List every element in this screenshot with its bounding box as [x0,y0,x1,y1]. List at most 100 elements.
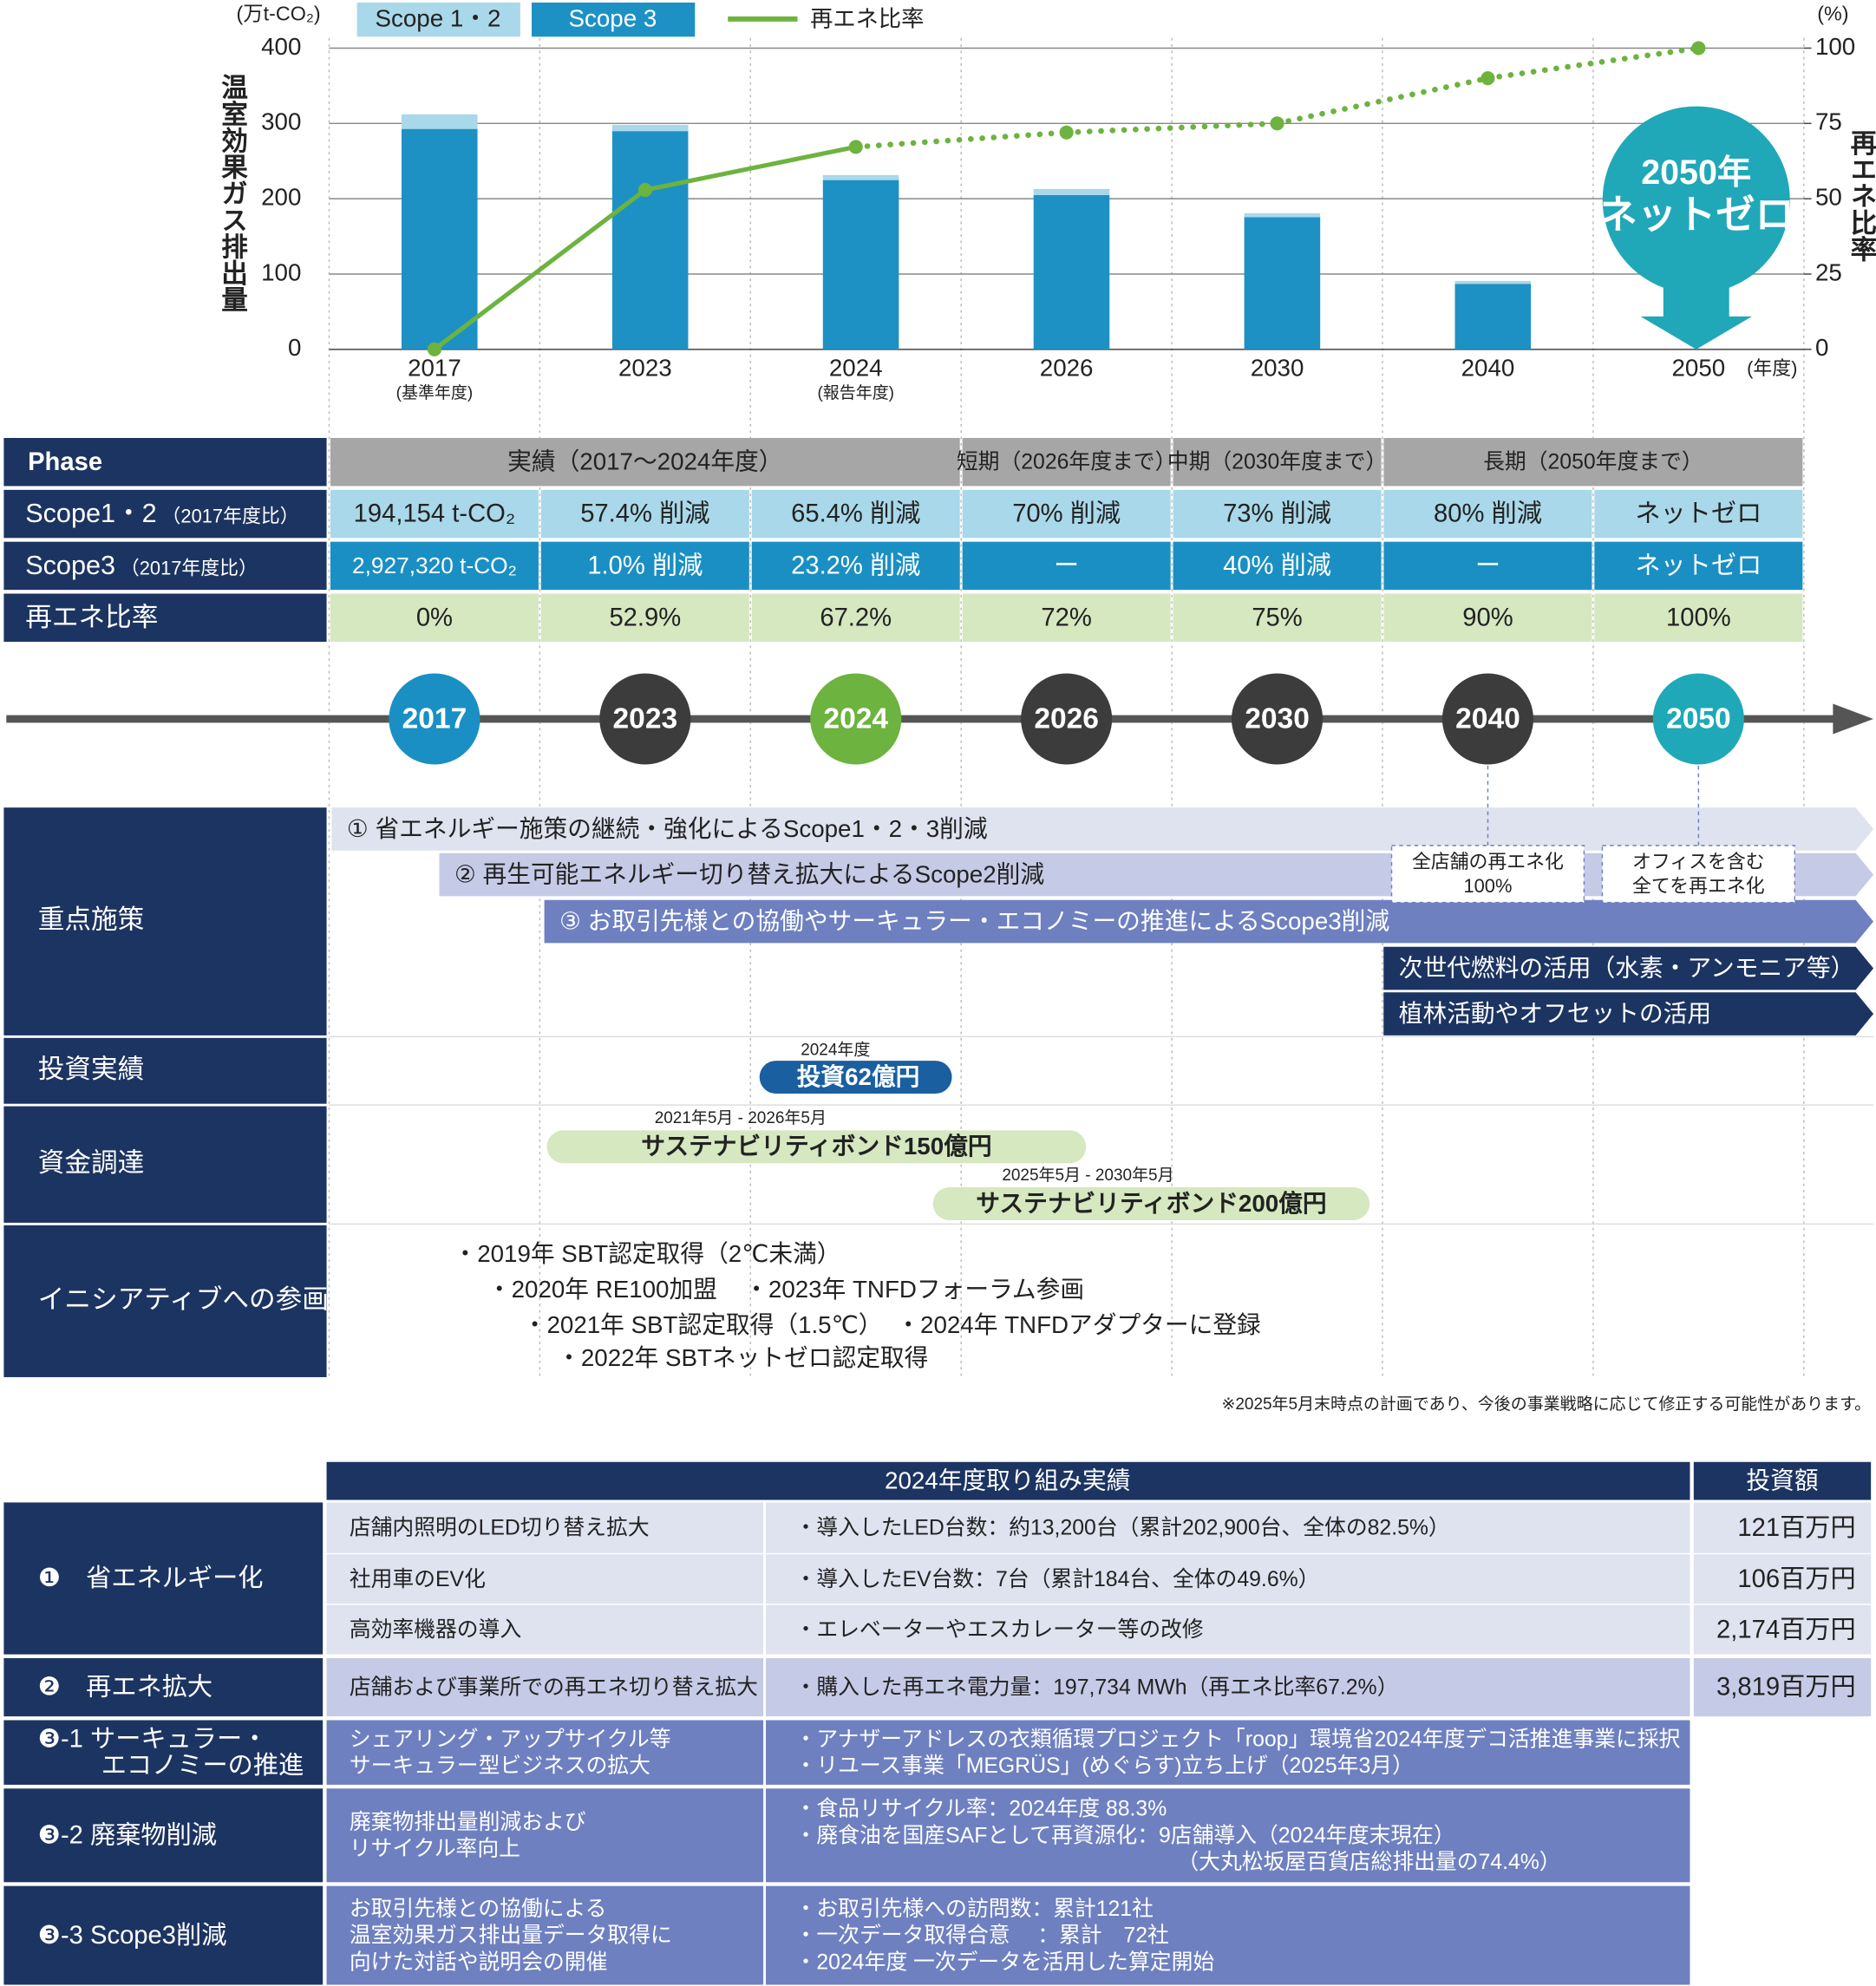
table-cell [1383,541,1592,591]
table-cell [766,1554,1690,1604]
line-point [1059,125,1074,140]
footnote: ※2025年5月末時点の計画であり、今後の事業戦略に応じて修正する可能性がありま… [1221,1395,1871,1414]
callout-text: 100% [1463,875,1512,897]
group-label: ❸-3 Scope3削減 [38,1921,227,1950]
line-segment [1485,45,1702,82]
group-label: ❸-2 廃棄物削減 [38,1820,217,1849]
y-tick-label: 200 [261,183,301,210]
item-text: 高効率機器の導入 [350,1617,521,1642]
line-segment [432,187,648,352]
table-cell [330,593,539,642]
initiative-text: ・2021年 SBT認定取得（1.5℃） [523,1311,883,1338]
measure-text: ② 再生可能エネルギー切り替え拡大によるScope2削減 [454,860,1044,887]
table-cell [326,1720,764,1785]
table-cell [326,1554,764,1604]
y2-tick-label: 0 [1815,334,1828,361]
table-cell-text: 40% 削減 [1223,552,1331,580]
section-label-cell [3,1037,327,1104]
table-cell [751,489,960,539]
callout-box [1601,845,1796,904]
x-tick-note: (基準年度) [396,383,474,402]
table-cell-text: ー [1054,552,1079,580]
row-note: （2017年度比） [121,558,258,579]
table-cell [1594,541,1803,591]
line-segment [853,129,1069,150]
x-tick-label: 2023 [618,355,672,382]
table-cell [962,593,1171,642]
y2-axis-title: 再エネ比率 [1846,129,1876,263]
line-segment [1274,75,1491,127]
item-text: 社用車のEV化 [350,1567,486,1591]
y-tick-label: 0 [288,334,301,361]
legend-swatch [531,2,696,37]
table-cell-text: ネットゼロ [1635,500,1762,528]
badge-arrow [1640,281,1752,350]
measure-text: 植林活動やオフセットの活用 [1399,1000,1711,1027]
detail-text: ・エレベーターやエスカレーター等の改修 [795,1617,1204,1642]
table-cell-text: ネットゼロ [1635,552,1762,580]
line-point [848,140,863,154]
initiative-text: ・2023年 TNFDフォーラム参画 [744,1276,1084,1303]
bar [822,180,899,350]
table-cell [540,593,749,642]
table-cell [766,1604,1690,1655]
phase-cell [1383,438,1803,487]
table-label-cell [3,489,327,539]
callout-text: オフィスを含む [1632,851,1765,872]
table-cell [326,1604,764,1655]
measure-bar [544,899,1874,944]
investment-pill [759,1061,952,1094]
table-cell [766,1788,1690,1883]
x-tick-label: 2050 [1672,355,1726,382]
y2-tick-label: 50 [1815,183,1842,210]
table-cell [766,1657,1690,1717]
item-text: 温室効果ガス排出量データ取得に [350,1924,672,1948]
table-cell [1173,489,1382,539]
amount: 3,819百万円 [1716,1674,1856,1702]
section-label: 投資実績 [38,1055,145,1084]
table-cell [330,489,539,539]
bar [401,128,478,350]
detail-text: ・お取引先様への訪問数：累計121社 [795,1897,1154,1921]
table-cell [326,1657,764,1717]
line-point [1481,71,1495,86]
investment-text: 投資62億円 [797,1063,920,1090]
badge-text: ネットゼロ [1598,193,1794,237]
legend-label: 再エネ比率 [810,5,924,31]
y-axis-title: 温室効果ガス排出量 [217,74,247,313]
table-cell-text: 75% [1252,604,1302,631]
section-label: 資金調達 [38,1148,145,1178]
table-header: 投資額 [1746,1467,1818,1493]
table-header-cell [326,1461,1690,1500]
phase-label: 短期（2026年度まで） [957,450,1177,474]
table-cell-text: 100% [1666,604,1731,631]
table-label-cell [3,541,327,591]
measure-text: ① 省エネルギー施策の継続・強化によるScope1・2・3削減 [347,815,988,842]
y-tick-label: 100 [261,258,301,285]
table-cell-text: 73% 削減 [1223,500,1331,528]
y2-unit: (%) [1817,3,1848,25]
y-unit: (万t-CO₂) [236,3,320,25]
item-text: 廃棄物排出量削減および [350,1810,586,1834]
timeline-year: 2024 [823,702,888,735]
bar [401,114,478,129]
badge [1602,106,1790,294]
x-tick-label: 2040 [1461,355,1515,382]
section-label-cell [3,1106,327,1223]
timeline-node [810,673,902,765]
y2-tick-label: 25 [1815,258,1842,285]
table-cell [1173,593,1382,642]
table-cell-text: 2,927,320 t-CO₂ [352,552,517,578]
phase-cell [962,438,1171,487]
timeline-arrowhead [1833,703,1874,735]
funding-pill [546,1130,1087,1164]
callout-text: 全てを再エネ化 [1632,875,1765,897]
table-cell [1693,1657,1872,1717]
detail-text: ・導入したLED台数：約13,200台（累計202,900台、全体の82.5%） [795,1516,1450,1540]
detail-text: ・廃食油を国産SAFとして再資源化：9店舗導入（2024年度末現在） [795,1823,1455,1847]
x-unit: (年度) [1747,357,1797,379]
amount: 121百万円 [1737,1514,1855,1542]
x-tick-label: 2017 [408,355,461,382]
initiative-text: ・2020年 RE100加盟 [487,1276,717,1303]
table-cell [326,1885,764,1985]
